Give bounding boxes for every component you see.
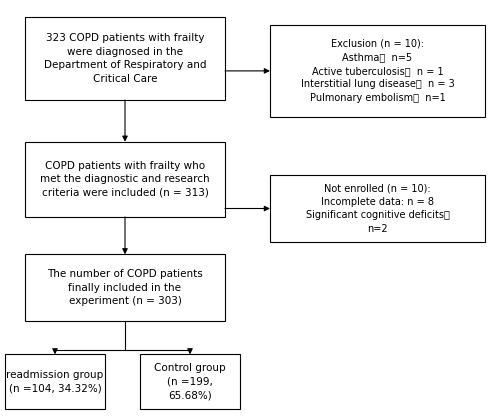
FancyBboxPatch shape	[25, 254, 225, 321]
Text: COPD patients with frailty who
met the diagnostic and research
criteria were inc: COPD patients with frailty who met the d…	[40, 161, 210, 198]
FancyBboxPatch shape	[140, 354, 240, 409]
FancyBboxPatch shape	[25, 17, 225, 100]
Text: readmission group
(n =104, 34.32%): readmission group (n =104, 34.32%)	[6, 370, 103, 393]
FancyBboxPatch shape	[5, 354, 105, 409]
Text: The number of COPD patients
finally included in the
experiment (n = 303): The number of COPD patients finally incl…	[47, 269, 203, 306]
FancyBboxPatch shape	[25, 142, 225, 217]
FancyBboxPatch shape	[270, 25, 485, 117]
Text: Exclusion (n = 10):
Asthma：  n=5
Active tuberculosis：  n = 1
Interstitial lung d: Exclusion (n = 10): Asthma： n=5 Active t…	[300, 39, 454, 103]
Text: Not enrolled (n = 10):
Incomplete data: n = 8
Significant cognitive deficits：
n=: Not enrolled (n = 10): Incomplete data: …	[306, 183, 450, 234]
FancyBboxPatch shape	[270, 175, 485, 242]
Text: Control group
(n =199,
65.68%): Control group (n =199, 65.68%)	[154, 363, 226, 400]
Text: 323 COPD patients with frailty
were diagnosed in the
Department of Respiratory a: 323 COPD patients with frailty were diag…	[44, 33, 206, 84]
